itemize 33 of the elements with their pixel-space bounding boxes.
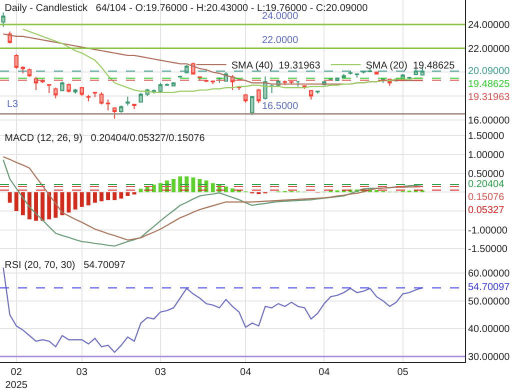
legend-label: SMA (40) 19.31963 bbox=[231, 60, 321, 72]
ref-line-label: 19.48625 bbox=[468, 79, 510, 90]
annotation: L3 bbox=[7, 99, 19, 110]
x-tick-label: 04 bbox=[318, 367, 330, 378]
x-tick-label: 04 bbox=[240, 367, 252, 378]
y-tick-label: 50.00000 bbox=[468, 296, 510, 308]
y-tick-label: 22.00000 bbox=[468, 44, 510, 55]
x-tick-label: 02 2025 bbox=[5, 367, 28, 390]
y-tick-label: 40.00000 bbox=[468, 324, 510, 336]
ref-line-label: 19.31963 bbox=[468, 92, 510, 103]
ref-line-label: 54.70097 bbox=[468, 282, 510, 293]
y-tick-label: 1.00000 bbox=[468, 150, 505, 161]
x-tick-label: 03 bbox=[76, 367, 88, 378]
ref-line-label: 16.5000 bbox=[262, 101, 299, 112]
x-tick-label: 03 bbox=[154, 367, 166, 378]
chart-title: MACD (12, 26, 9) 0.20404/0.05327/0.15076 bbox=[4, 133, 206, 144]
y-tick-label: 1.50000 bbox=[468, 131, 505, 142]
y-tick-label: 24.00000 bbox=[468, 20, 510, 31]
y-tick-label: -1.00000 bbox=[468, 225, 508, 236]
ref-line-label: 20.09000 bbox=[468, 66, 510, 77]
ref-line-label: 22.0000 bbox=[262, 35, 299, 46]
y-tick-label: 0.50000 bbox=[468, 168, 505, 180]
y-tick-label: 16.00000 bbox=[468, 115, 510, 126]
y-tick-label: 60.00000 bbox=[468, 268, 510, 280]
y-tick-label: -1.50000 bbox=[468, 244, 508, 256]
y-tick-label: 30.00000 bbox=[468, 352, 510, 363]
ref-line-label: 24.0000 bbox=[262, 11, 299, 22]
x-tick-label: 05 bbox=[397, 367, 409, 378]
legend-label: SMA (20) 19.48625 bbox=[366, 60, 456, 72]
ref-line-label: 0.05327 bbox=[468, 205, 505, 216]
chart-title: RSI (20, 70, 30) 54.70097 bbox=[4, 260, 126, 271]
ref-line-label: 0.20404 bbox=[468, 179, 505, 190]
ref-line-label: 0.15076 bbox=[468, 192, 505, 203]
